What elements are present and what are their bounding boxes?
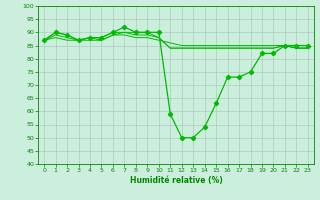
X-axis label: Humidité relative (%): Humidité relative (%)	[130, 176, 222, 185]
